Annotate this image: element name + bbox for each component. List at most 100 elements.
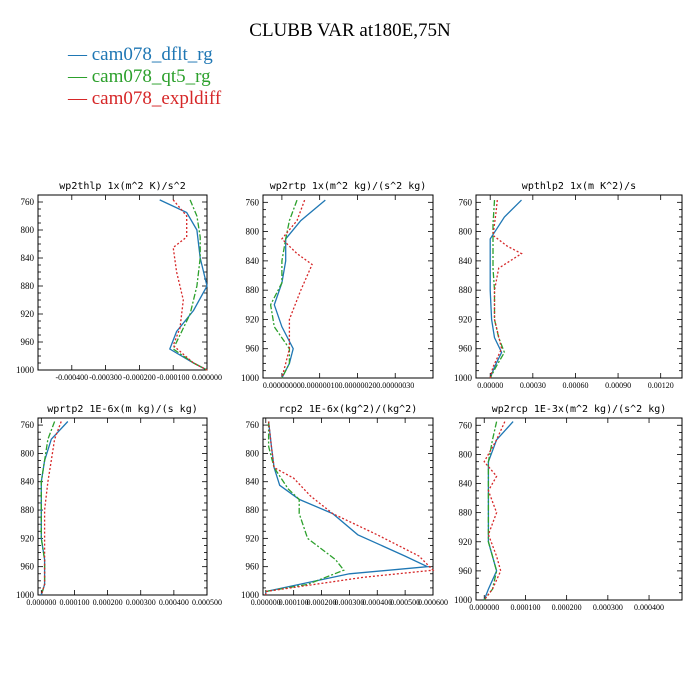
panel-5-xtick-label: 0.000500 bbox=[390, 598, 420, 607]
panel-1-xtick-label: -0.000100 bbox=[157, 373, 190, 382]
panel-5-xtick-label: 0.000300 bbox=[334, 598, 364, 607]
panel-5-xtick-label: 0.000000 bbox=[251, 598, 281, 607]
panel-6-series-1-line bbox=[483, 421, 514, 601]
panel-2-title: wp2rtp 1x(m^2 kg)/(s^2 kg) bbox=[270, 181, 427, 192]
panel-6-xtick-label: 0.000400 bbox=[634, 603, 664, 612]
panel-2-ytick-label: 760 bbox=[246, 197, 260, 207]
panel-5-ytick-label: 920 bbox=[246, 533, 260, 543]
panel-5-frame bbox=[262, 417, 434, 596]
panel-1-ytick-label: 840 bbox=[21, 253, 35, 263]
panel-2-ytick-label: 840 bbox=[246, 256, 260, 266]
panel-5-ytick-label: 880 bbox=[246, 505, 260, 515]
legend-label-dflt: cam078_dflt_rg bbox=[91, 44, 213, 65]
panel-6-ytick-label: 1000 bbox=[454, 595, 473, 605]
panel-4-ytick-label: 760 bbox=[21, 420, 35, 430]
panel-3-title: wpthlp2 1x(m K^2)/s bbox=[522, 181, 636, 192]
panel-3-ytick-label: 880 bbox=[459, 285, 473, 295]
panel-6-ytick-label: 800 bbox=[459, 449, 473, 459]
panel-1-ytick-label: 800 bbox=[21, 225, 35, 235]
panel-6-ytick-label: 760 bbox=[459, 420, 473, 430]
panel-3-series-1-line bbox=[489, 199, 522, 379]
panel-2-xtick-label: 0.00000010 bbox=[301, 381, 339, 390]
legend-marker-expldiff: — bbox=[68, 88, 92, 109]
panel-3-xtick-label: 0.00120 bbox=[648, 381, 674, 390]
panel-4-xtick-label: 0.000400 bbox=[159, 598, 189, 607]
panel-5-series-3-line bbox=[265, 421, 435, 595]
panel-6-ytick-label: 880 bbox=[459, 508, 473, 518]
panel-5-xtick-label: 0.000600 bbox=[418, 598, 448, 607]
panel-1-title: wp2thlp 1x(m^2 K)/s^2 bbox=[59, 181, 185, 192]
panel-1-series-1-line bbox=[159, 199, 208, 371]
panel-3-xtick-label: 0.00030 bbox=[520, 381, 546, 390]
panel-4-ytick-label: 840 bbox=[21, 477, 35, 487]
panel-1-series-2-line bbox=[172, 199, 208, 371]
panel-5-ytick-label: 1000 bbox=[241, 590, 260, 600]
panel-5-ytick-label: 800 bbox=[246, 448, 260, 458]
panel-2-ytick-label: 880 bbox=[246, 285, 260, 295]
panel-3-xtick-label: 0.00090 bbox=[605, 381, 631, 390]
panel-1-frame bbox=[37, 194, 208, 371]
panel-4-ytick-label: 1000 bbox=[16, 590, 35, 600]
panel-5-xtick-label: 0.000400 bbox=[362, 598, 392, 607]
panel-2-series-3-line bbox=[281, 199, 313, 379]
panel-1-xtick-label: -0.000200 bbox=[123, 373, 156, 382]
panel-4-ytick-label: 880 bbox=[21, 505, 35, 515]
panel-4-series-2-line bbox=[40, 421, 56, 596]
panel-2-series-1-line bbox=[273, 199, 326, 379]
panel-2-ytick-label: 1000 bbox=[241, 373, 260, 383]
panel-1-ytick-label: 1000 bbox=[16, 365, 35, 375]
panel-2-ytick-label: 920 bbox=[246, 314, 260, 324]
panel-4-ytick-label: 960 bbox=[21, 562, 35, 572]
legend-item-expldiff: — cam078_expldiff bbox=[68, 88, 221, 110]
panel-1-series-3-line bbox=[172, 199, 208, 371]
panel-4-frame bbox=[37, 417, 208, 596]
panel-3-ytick-label: 760 bbox=[459, 197, 473, 207]
panel-5-title: rcp2 1E-6x(kg^2)/(kg^2) bbox=[279, 404, 417, 415]
panel-2-frame bbox=[262, 194, 434, 379]
panel-6-xtick-label: 0.000000 bbox=[469, 603, 499, 612]
panel-1-ytick-label: 880 bbox=[21, 281, 35, 291]
panel-3-ytick-label: 920 bbox=[459, 314, 473, 324]
panel-1-ytick-label: 760 bbox=[21, 197, 35, 207]
legend-label-qt5: cam078_qt5_rg bbox=[91, 66, 211, 87]
panel-3-ytick-label: 1000 bbox=[454, 373, 473, 383]
panel-4-series-3-line bbox=[40, 421, 62, 596]
panel-5-ytick-label: 760 bbox=[246, 420, 260, 430]
panel-2-series-2-line bbox=[269, 199, 298, 379]
panel-2-xtick-label: 0.00000020 bbox=[338, 381, 376, 390]
chart-title: CLUBB VAR at180E,75N bbox=[249, 20, 451, 41]
panel-3-ytick-label: 960 bbox=[459, 344, 473, 354]
panel-2-xtick-label: 0.00000030 bbox=[376, 381, 414, 390]
legend-item-dflt: — cam078_dflt_rg bbox=[68, 44, 221, 66]
panel-5-series-2-line bbox=[265, 421, 345, 595]
panel-3-xtick-label: 0.00060 bbox=[562, 381, 588, 390]
panel-5-xtick-label: 0.000200 bbox=[307, 598, 337, 607]
panel-2-ytick-label: 960 bbox=[246, 344, 260, 354]
panel-5-ytick-label: 840 bbox=[246, 477, 260, 487]
panel-6-xtick-label: 0.000200 bbox=[552, 603, 582, 612]
panel-1-xtick-label: 0.000000 bbox=[192, 373, 222, 382]
panel-6-frame bbox=[475, 417, 683, 601]
panel-2-ytick-label: 800 bbox=[246, 227, 260, 237]
panel-6-ytick-label: 960 bbox=[459, 566, 473, 576]
panel-6-xtick-label: 0.000100 bbox=[510, 603, 540, 612]
panel-4-xtick-label: 0.000500 bbox=[192, 598, 222, 607]
panel-4-ytick-label: 920 bbox=[21, 533, 35, 543]
panel-6-ytick-label: 920 bbox=[459, 537, 473, 547]
panel-5-xtick-label: 0.000100 bbox=[279, 598, 309, 607]
panel-4-xtick-label: 0.000200 bbox=[93, 598, 123, 607]
panel-1-xtick-label: -0.000400 bbox=[55, 373, 88, 382]
legend-item-qt5: — cam078_qt5_rg bbox=[68, 66, 221, 88]
legend: — cam078_dflt_rg — cam078_qt5_rg — cam07… bbox=[68, 44, 221, 110]
panel-3-xtick-label: 0.00000 bbox=[477, 381, 503, 390]
panel-4-xtick-label: 0.000300 bbox=[126, 598, 156, 607]
legend-marker-qt5: — bbox=[68, 66, 92, 87]
panel-3-frame bbox=[475, 194, 683, 379]
panel-6-series-3-line bbox=[483, 421, 506, 601]
panel-4-xtick-label: 0.000100 bbox=[59, 598, 89, 607]
panel-1-ytick-label: 920 bbox=[21, 309, 35, 319]
panel-2-xtick-label: 0.00000000 bbox=[263, 381, 301, 390]
panel-5-ytick-label: 960 bbox=[246, 562, 260, 572]
panel-6-title: wp2rcp 1E-3x(m^2 kg)/(s^2 kg) bbox=[492, 404, 667, 415]
